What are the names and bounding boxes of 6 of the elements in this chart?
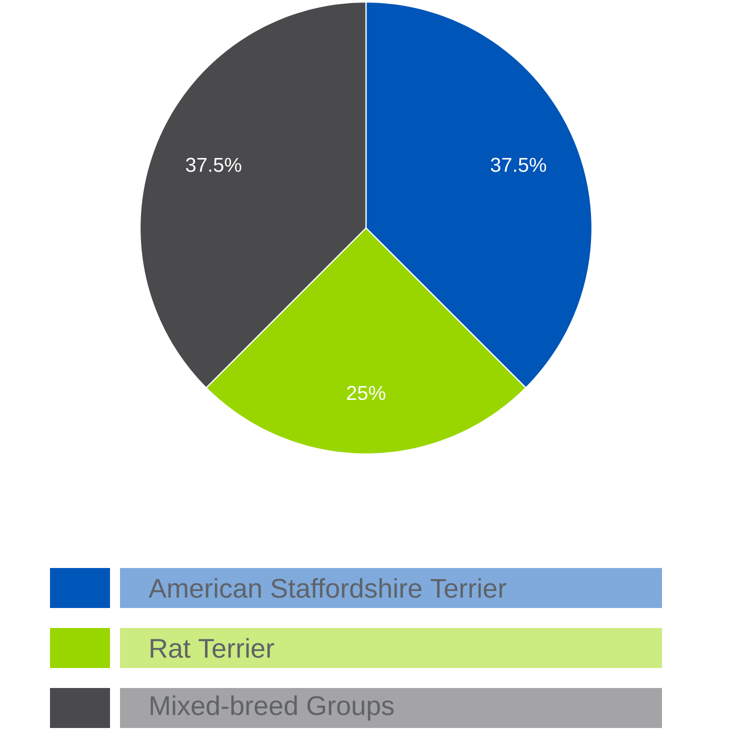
data-label: 25% (346, 386, 386, 400)
legend-label: Mixed-breed Groups (150, 695, 394, 721)
data-label: 37.5% (186, 158, 242, 172)
legend-label: American Staffordshire Terrier (148, 578, 506, 598)
data-label: 37.5% (490, 158, 546, 172)
legend-label: Rat Terrier (150, 638, 274, 658)
